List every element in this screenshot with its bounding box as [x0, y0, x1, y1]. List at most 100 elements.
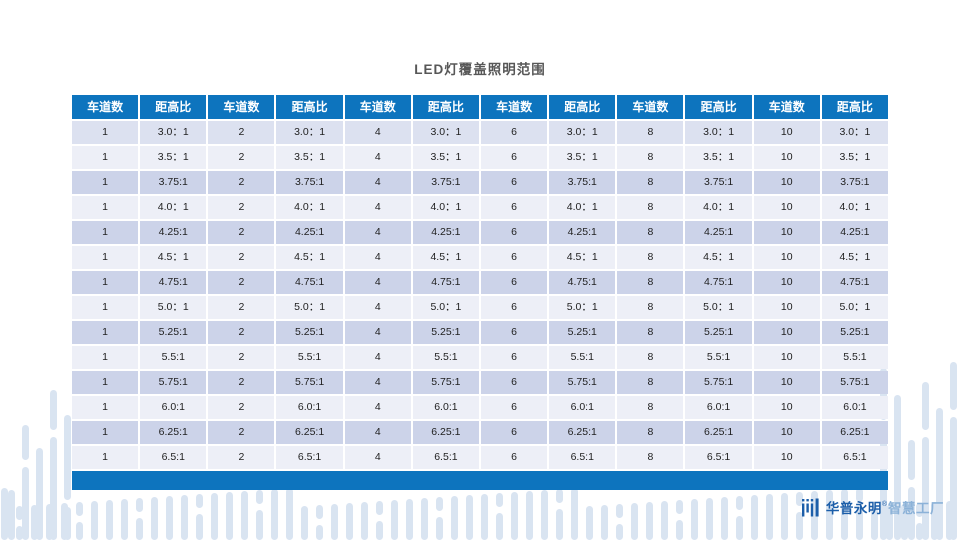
ratio-cell: 3.0：1 [140, 121, 207, 144]
deco-bar [931, 502, 938, 540]
lane-count-cell: 10 [753, 346, 820, 369]
lane-count-cell: 4 [344, 121, 411, 144]
lane-count-cell: 10 [753, 271, 820, 294]
ratio-cell: 4.75:1 [685, 271, 752, 294]
deco-bar [136, 498, 143, 512]
ratio-cell: 4.25:1 [549, 221, 616, 244]
lane-count-cell: 4 [344, 171, 411, 194]
lane-count-cell: 1 [72, 221, 139, 244]
ratio-cell: 6.5:1 [140, 446, 207, 469]
ratio-cell: 3.5：1 [685, 146, 752, 169]
lane-count-cell: 4 [344, 421, 411, 444]
ratio-cell: 5.0：1 [821, 296, 888, 319]
ratio-cell: 4.25:1 [276, 221, 343, 244]
lane-count-cell: 1 [72, 421, 139, 444]
table-row: 1 3.5：1 2 3.5：1 4 3.5：1 6 3.5：1 8 3.5：1 10 3.5：1 [72, 146, 888, 169]
lane-count-cell: 1 [72, 171, 139, 194]
header-cell-lanes: 车道数 [208, 95, 275, 119]
table-row: 1 6.0:1 2 6.0:1 4 6.0:1 6 6.0:1 8 6.0:1 10 6.0:1 [72, 396, 888, 419]
deco-bar [736, 496, 743, 510]
lane-count-cell: 1 [72, 446, 139, 469]
lane-count-cell: 8 [617, 171, 684, 194]
table-row: 1 5.75:1 2 5.75:1 4 5.75:1 6 5.75:1 8 5.75:1 10 5.7… [72, 371, 888, 394]
deco-bar [22, 467, 29, 540]
deco-bar [36, 448, 43, 540]
deco-bar [856, 508, 863, 540]
lane-count-cell: 1 [72, 396, 139, 419]
ratio-cell: 6.0:1 [276, 396, 343, 419]
deco-bar [91, 501, 98, 540]
deco-bar [661, 501, 668, 540]
lane-count-cell: 6 [480, 196, 548, 219]
ratio-cell: 4.25:1 [140, 221, 207, 244]
lane-count-cell: 6 [480, 271, 548, 294]
lane-count-cell: 8 [617, 196, 684, 219]
ratio-cell: 3.0：1 [276, 121, 343, 144]
lane-count-cell: 8 [617, 221, 684, 244]
lane-count-cell: 4 [344, 246, 411, 269]
header-cell-lanes: 车道数 [753, 95, 820, 119]
deco-bar [496, 513, 503, 540]
deco-bar [894, 395, 901, 540]
lane-count-cell: 2 [208, 371, 275, 394]
ratio-cell: 4.75:1 [549, 271, 616, 294]
deco-bar [916, 503, 923, 517]
ratio-cell: 6.25:1 [685, 421, 752, 444]
lane-count-cell: 4 [344, 346, 411, 369]
deco-bar [271, 489, 278, 540]
lane-count-cell: 2 [208, 271, 275, 294]
deco-bar [841, 489, 848, 540]
deco-bar [196, 514, 203, 540]
deco-bar [436, 497, 443, 511]
lane-count-cell: 2 [208, 221, 275, 244]
deco-bar [22, 425, 29, 460]
table-body: 1 3.0：1 2 3.0：1 4 3.0：1 6 3.0：1 8 3.0：1 10 3.0：1 1 3.… [72, 121, 888, 469]
ratio-cell: 3.75:1 [821, 171, 888, 194]
brand-suffix-text: 智慧工厂 [888, 500, 944, 516]
ratio-cell: 4.0：1 [412, 196, 479, 219]
lane-count-cell: 1 [72, 146, 139, 169]
deco-bar [286, 488, 293, 540]
deco-bar [916, 523, 923, 540]
ratio-cell: 4.0：1 [685, 196, 752, 219]
lane-count-cell: 1 [72, 196, 139, 219]
deco-bar [436, 517, 443, 540]
lane-count-cell: 8 [617, 446, 684, 469]
lane-count-cell: 8 [617, 246, 684, 269]
lane-count-cell: 6 [480, 246, 548, 269]
deco-bar [950, 362, 957, 410]
table-row: 1 3.0：1 2 3.0：1 4 3.0：1 6 3.0：1 8 3.0：1 10 3.0：1 [72, 121, 888, 144]
deco-bar [226, 492, 233, 540]
lane-count-cell: 4 [344, 221, 411, 244]
lane-count-cell: 8 [617, 296, 684, 319]
deco-bar [616, 524, 623, 540]
deco-bar [151, 497, 158, 540]
ratio-cell: 5.0：1 [276, 296, 343, 319]
deco-bar [541, 490, 548, 540]
ratio-cell: 5.25:1 [549, 321, 616, 344]
lane-count-cell: 8 [617, 121, 684, 144]
lane-count-cell: 6 [480, 221, 548, 244]
lane-count-cell: 2 [208, 146, 275, 169]
deco-bar [136, 518, 143, 540]
ratio-cell: 5.25:1 [685, 321, 752, 344]
header-cell-ratio: 距高比 [549, 95, 616, 119]
ratio-cell: 4.5：1 [140, 246, 207, 269]
header-cell-lanes: 车道数 [72, 95, 139, 119]
ratio-cell: 5.0：1 [140, 296, 207, 319]
lane-count-cell: 10 [753, 246, 820, 269]
lane-count-cell: 1 [72, 371, 139, 394]
ratio-cell: 6.0:1 [140, 396, 207, 419]
lane-count-cell: 1 [72, 246, 139, 269]
ratio-cell: 6.25:1 [276, 421, 343, 444]
ratio-cell: 6.5:1 [549, 446, 616, 469]
ratio-cell: 3.75:1 [140, 171, 207, 194]
deco-bar [616, 504, 623, 518]
deco-bar [391, 500, 398, 540]
lane-count-cell: 10 [753, 446, 820, 469]
lane-count-cell: 2 [208, 421, 275, 444]
table-row: 1 5.0：1 2 5.0：1 4 5.0：1 6 5.0：1 8 5.0：1 10 5.0：1 [72, 296, 888, 319]
lane-count-cell: 2 [208, 346, 275, 369]
deco-bar [481, 494, 488, 540]
table-row: 1 5.25:1 2 5.25:1 4 5.25:1 6 5.25:1 8 5.25:1 10 5.2… [72, 321, 888, 344]
